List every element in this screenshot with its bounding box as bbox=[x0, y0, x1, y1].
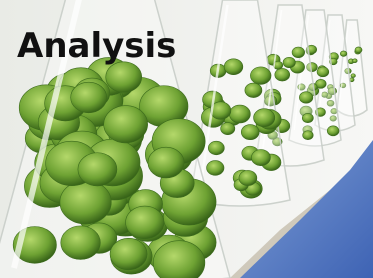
hop-cone bbox=[303, 131, 314, 140]
hop-cone bbox=[292, 47, 305, 58]
hop-cone bbox=[351, 74, 356, 78]
hop-cone bbox=[78, 153, 117, 186]
hop-cone bbox=[71, 82, 107, 113]
hop-cone bbox=[106, 62, 142, 93]
hop-cone bbox=[104, 106, 148, 143]
hop-cone bbox=[229, 105, 250, 123]
page: Analysis (() => { const data = JSON.pars… bbox=[0, 0, 373, 278]
hop-cone bbox=[250, 67, 271, 85]
hop-cone bbox=[317, 67, 329, 77]
hop-cone bbox=[299, 92, 313, 103]
hop-cone bbox=[60, 180, 111, 224]
hop-cone bbox=[126, 206, 164, 239]
hop-cone bbox=[224, 59, 243, 75]
hop-cone bbox=[110, 238, 147, 269]
hop-cone bbox=[221, 123, 235, 135]
hop-cone bbox=[251, 149, 270, 165]
hop-cone bbox=[61, 226, 101, 260]
hop-cone bbox=[207, 161, 224, 176]
hop-cone bbox=[208, 141, 224, 155]
photo: Analysis bbox=[0, 0, 373, 278]
hop-cone bbox=[353, 59, 358, 63]
hop-cone bbox=[355, 47, 362, 53]
hop-cone bbox=[327, 126, 339, 136]
hop-cone bbox=[148, 147, 184, 178]
hop-cone bbox=[275, 68, 290, 81]
hop-cone bbox=[239, 170, 257, 185]
hop-cone bbox=[302, 113, 313, 122]
hop-cone bbox=[283, 57, 295, 67]
hop-cone bbox=[254, 109, 275, 127]
title: Analysis bbox=[17, 26, 176, 66]
hop-cone bbox=[241, 125, 259, 140]
hop-cone bbox=[340, 51, 347, 57]
hop-cone bbox=[245, 83, 262, 97]
